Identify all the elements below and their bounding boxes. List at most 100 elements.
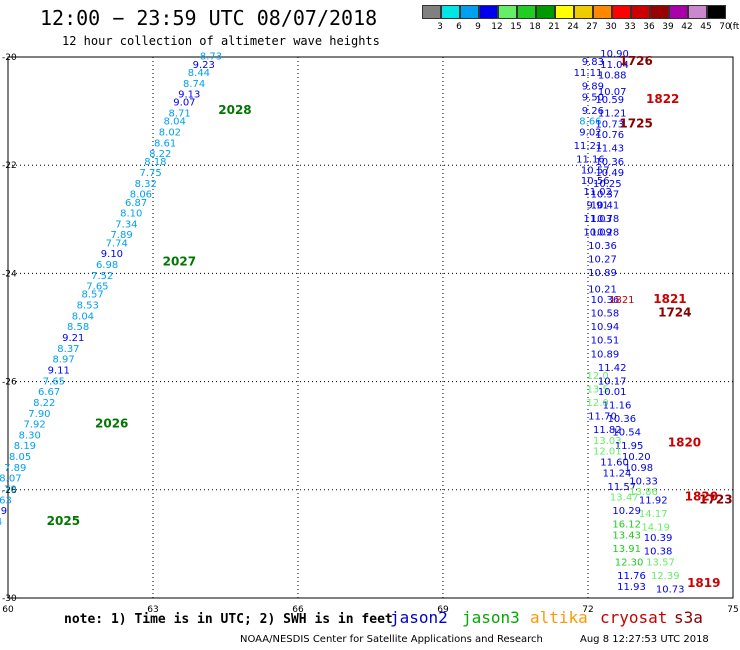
sat-cryosat: cryosat — [600, 608, 668, 627]
swh-data-point: 14.17 — [639, 509, 668, 520]
swh-data-point: 10.89 — [591, 349, 620, 360]
swh-data-point: 11.16 — [576, 154, 605, 165]
swh-data-point: 10.58 — [591, 309, 620, 320]
swh-data-point: 10.94 — [591, 322, 620, 333]
sat-jason3: jason3 — [462, 608, 520, 627]
legend-label: 9 — [475, 22, 481, 32]
legend-swatch — [460, 5, 479, 19]
pass-time-label: 1820 — [685, 490, 718, 504]
swh-data-point: 10.90 — [600, 49, 629, 60]
swh-data-point: 12.0 — [587, 398, 609, 409]
swh-data-point: 10.98 — [624, 463, 653, 474]
swh-data-point: 10.41 — [591, 200, 620, 211]
legend-label: 70 — [719, 22, 731, 32]
x-tick-label: 66 — [292, 605, 304, 615]
swh-data-point: 9.91 — [587, 200, 609, 211]
swh-data-point: 12.01 — [593, 447, 622, 458]
swh-data-point: 11.42 — [598, 363, 627, 374]
swh-data-point: 13.43 — [612, 530, 641, 541]
swh-data-point: 10.27 — [588, 255, 617, 266]
pass-time-label: 1723 — [699, 492, 732, 506]
swh-data-point: 9.23 — [193, 60, 215, 71]
sat-altika: altika — [530, 608, 588, 627]
swh-data-point: 8.32 — [135, 179, 157, 190]
swh-data-point: 10.59 — [595, 95, 624, 106]
swh-data-point: 7.52 — [91, 271, 113, 282]
swh-data-point: 10.78 — [591, 214, 620, 225]
swh-data-point: 8.53 — [77, 301, 99, 312]
legend-label: 24 — [567, 22, 579, 32]
swh-data-point: 7.90 — [28, 409, 50, 420]
legend-swatch — [422, 5, 441, 19]
swh-data-point: 8.07 — [0, 474, 22, 485]
swh-data-point: 10.01 — [598, 387, 627, 398]
swh-data-point: 16.12 — [612, 520, 641, 531]
swh-data-point: 10.21 — [588, 284, 617, 295]
swh-data-point: 8.04 — [164, 117, 186, 128]
y-tick-label: -26 — [2, 378, 17, 388]
legend-swatch — [650, 5, 669, 19]
pass-time-label: 1726 — [619, 54, 652, 68]
swh-data-point: 10.56 — [581, 176, 610, 187]
swh-data-point: 9.02 — [579, 127, 601, 138]
swh-data-point: 8.73 — [200, 52, 222, 63]
swh-data-point: 13.91 — [612, 544, 641, 555]
swh-data-point: 8.14 — [0, 517, 2, 528]
swh-data-point: 10.07 — [598, 87, 627, 98]
swh-data-point: 11.16 — [603, 401, 632, 412]
swh-data-point: 11.21 — [574, 141, 603, 152]
swh-data-point: 11.21 — [598, 109, 627, 120]
legend-label: 12 — [491, 22, 503, 32]
swh-data-point: 10.73 — [595, 119, 624, 130]
pass-time-label: 1820 — [668, 436, 701, 450]
swh-data-point: 1821 — [609, 295, 634, 306]
swh-data-point: 8.30 — [19, 430, 41, 441]
swh-data-point: 11.82 — [593, 425, 622, 436]
swh-data-point: 10.33 — [629, 476, 658, 487]
swh-data-point: 9.26 — [582, 106, 604, 117]
swh-data-point: 10.51 — [591, 336, 620, 347]
swh-data-point: 14.19 — [641, 522, 670, 533]
pass-time-label: 2025 — [47, 514, 80, 528]
swh-data-point: 7.34 — [115, 219, 137, 230]
swh-data-point: 10.17 — [598, 376, 627, 387]
x-tick-label: 63 — [147, 605, 158, 615]
plot-frame — [7, 56, 734, 599]
swh-data-point: 11.24 — [603, 468, 632, 479]
pass-time-label: 1819 — [687, 576, 720, 590]
swh-data-point: 12.39 — [651, 571, 680, 582]
swh-data-point: 10.29 — [612, 506, 641, 517]
swh-data-point: 10.28 — [591, 228, 620, 239]
swh-data-point: 13.57 — [646, 558, 675, 569]
x-tick-label: 60 — [2, 605, 14, 615]
swh-data-point: 9.89 — [582, 81, 604, 92]
swh-data-point: 7.75 — [139, 168, 161, 179]
swh-data-point: 12.30 — [615, 558, 644, 569]
legend-swatch — [555, 5, 574, 19]
swh-data-point: 8.71 — [168, 109, 190, 120]
swh-data-point: 10.49 — [595, 168, 624, 179]
pass-time-label: 2026 — [95, 417, 128, 431]
legend-swatch — [498, 5, 517, 19]
legend-swatch — [517, 5, 536, 19]
generation-timestamp: Aug 8 12:27:53 UTC 2018 — [580, 634, 709, 645]
x-tick-label: 75 — [727, 605, 738, 615]
swh-data-point: 8.22 — [149, 149, 171, 160]
legend-label: 18 — [529, 22, 541, 32]
swh-data-point: 8.44 — [188, 68, 210, 79]
swh-data-point: 8.37 — [57, 344, 79, 355]
y-tick-label: -28 — [2, 486, 17, 496]
swh-data-point: 7.74 — [106, 238, 128, 249]
swh-data-point: 8.97 — [52, 355, 74, 366]
swh-data-point: 11.95 — [615, 441, 644, 452]
chart-subtitle: 12 hour collection of altimeter wave hei… — [62, 34, 380, 48]
legend-label: 27 — [586, 22, 598, 32]
swh-data-point: 9.13 — [178, 90, 200, 101]
pass-time-label: 1725 — [619, 116, 652, 130]
swh-data-point: 7.65 — [86, 282, 108, 293]
swh-data-point: 8.06 — [130, 190, 152, 201]
swh-data-point: 10.20 — [622, 452, 651, 463]
swh-data-point: 8.05 — [9, 452, 31, 463]
swh-data-point: 8.61 — [154, 138, 176, 149]
